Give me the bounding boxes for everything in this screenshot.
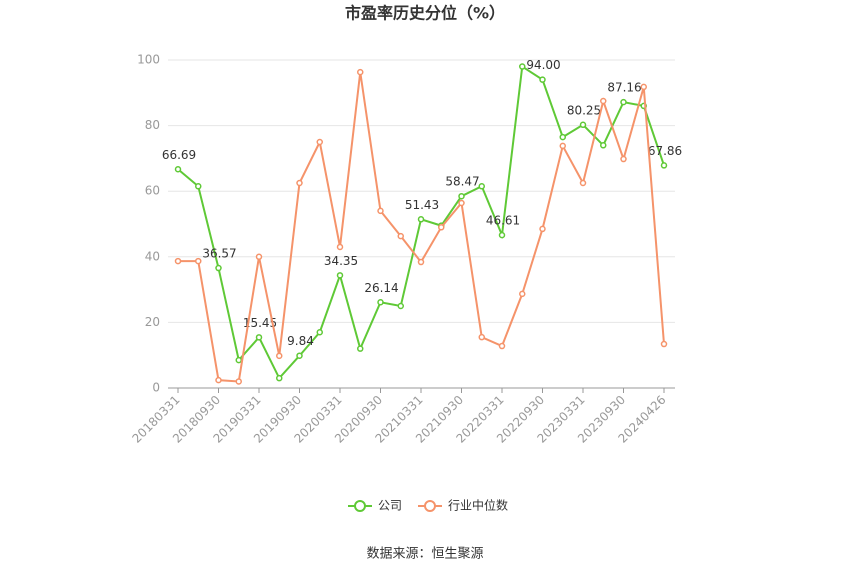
data-label: 51.43 (405, 198, 439, 212)
data-point (660, 162, 668, 169)
legend-label: 公司 (378, 499, 402, 513)
data-point (498, 231, 506, 239)
data-label: 15.45 (243, 316, 277, 330)
y-tick-label: 0 (152, 381, 160, 395)
data-point (620, 155, 627, 163)
data-point (336, 243, 344, 251)
legend-marker (424, 500, 436, 512)
data-point (478, 183, 485, 190)
source-note: 数据来源：恒生聚源 (366, 547, 483, 562)
legend-marker (354, 500, 366, 512)
data-label: 36.57 (202, 247, 236, 261)
data-point (276, 352, 283, 360)
data-point (215, 376, 222, 384)
data-point (600, 142, 607, 149)
data-point (660, 340, 668, 348)
data-point (377, 207, 384, 215)
data-label: 80.25 (567, 103, 601, 117)
data-point (377, 299, 384, 306)
chart-title: 市盈率历史分位（%） (345, 4, 505, 23)
data-point (397, 232, 404, 240)
data-point (316, 328, 323, 336)
data-point (357, 345, 364, 352)
data-label: 66.69 (162, 148, 196, 162)
data-label: 58.47 (445, 175, 479, 189)
data-label: 87.16 (607, 81, 641, 95)
data-point (174, 257, 182, 265)
y-tick-label: 100 (137, 53, 160, 67)
data-point (357, 68, 364, 76)
data-point (579, 179, 587, 187)
data-point (174, 166, 182, 173)
data-point (215, 264, 222, 272)
y-tick-label: 40 (145, 249, 160, 263)
data-point (255, 253, 263, 261)
data-point (498, 342, 506, 350)
y-tick-label: 80 (145, 118, 160, 132)
data-point (316, 138, 323, 146)
data-point (559, 133, 566, 141)
data-point (519, 63, 526, 70)
data-point (255, 334, 263, 341)
data-point (417, 216, 425, 223)
data-point (235, 356, 242, 364)
data-point (195, 183, 202, 190)
data-point (600, 97, 607, 105)
data-point (519, 290, 526, 298)
y-tick-label: 20 (145, 315, 160, 329)
data-point (397, 302, 404, 310)
data-point (276, 374, 283, 382)
data-label: 94.00 (526, 58, 560, 72)
data-label: 46.61 (486, 214, 520, 228)
data-point (559, 142, 566, 150)
data-point (539, 76, 546, 83)
data-label: 9.84 (287, 334, 314, 348)
data-point (195, 257, 202, 265)
series-line (178, 71, 665, 383)
data-point (539, 225, 546, 233)
legend-label: 行业中位数 (448, 498, 508, 513)
data-point (579, 121, 587, 129)
data-point (458, 199, 465, 207)
data-point (478, 333, 485, 341)
data-label: 67.86 (648, 144, 682, 158)
data-point (296, 179, 303, 187)
data-point (336, 272, 344, 279)
data-point (640, 83, 647, 91)
y-tick-label: 60 (145, 184, 160, 198)
data-point (235, 378, 242, 385)
data-point (458, 192, 465, 200)
data-label: 34.35 (324, 254, 358, 268)
data-point (620, 98, 627, 106)
data-point (438, 224, 445, 231)
data-point (417, 258, 425, 266)
data-label: 26.14 (364, 281, 398, 295)
data-point (296, 352, 303, 359)
